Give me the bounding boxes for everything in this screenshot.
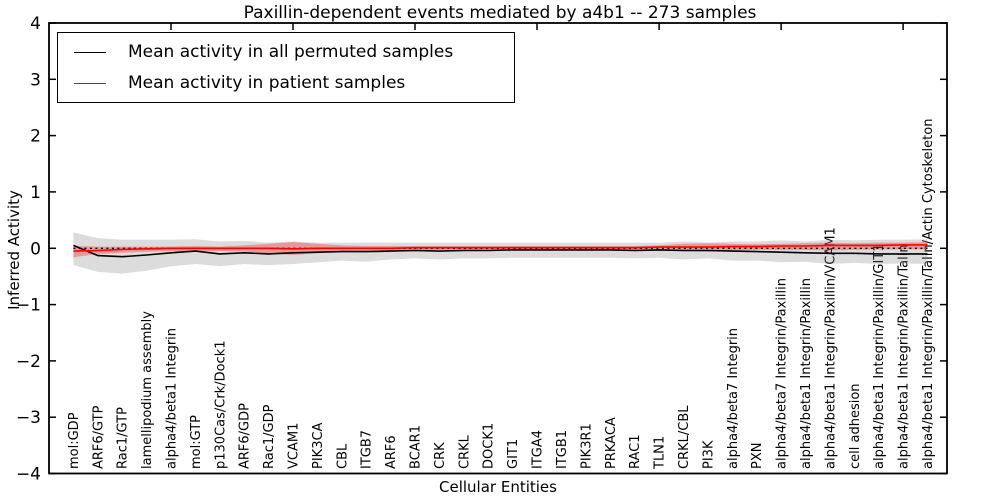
x-tick-label: VCAM1 bbox=[287, 423, 302, 469]
x-tick-labels: mol:GDP ARF6/GTP Rac1/GTP lamellipodium ass… bbox=[67, 119, 936, 470]
y-tick-label: 1 bbox=[30, 183, 41, 203]
black-line-sample-icon bbox=[74, 51, 106, 53]
x-tick-label: mol:GTP bbox=[189, 415, 204, 469]
x-tick-label: alpha4/beta1 Integrin/Paxillin/Talin bbox=[897, 244, 912, 469]
x-tick-label: CRKL bbox=[457, 434, 472, 469]
red-line-sample-icon bbox=[74, 82, 106, 84]
x-tick-label: DOCK1 bbox=[482, 423, 497, 469]
x-tick-label: BCAR1 bbox=[409, 425, 424, 469]
x-tick-label: PIK3R1 bbox=[579, 423, 594, 469]
x-tick-label: PI3K bbox=[701, 440, 716, 469]
legend-item-permuted: Mean activity in all permuted samples bbox=[70, 40, 508, 64]
x-tick-label: alpha4/beta1 Integrin/Paxillin/GIT1 bbox=[872, 243, 887, 469]
x-tick-label: cell adhesion bbox=[848, 383, 863, 469]
x-tick-label: PRKACA bbox=[604, 417, 619, 469]
chart-title: Paxillin-dependent events mediated by a4… bbox=[243, 3, 757, 23]
x-tick-label: ITGB1 bbox=[555, 430, 570, 469]
permuted-mean-line bbox=[73, 244, 928, 258]
x-tick-label: GIT1 bbox=[506, 439, 521, 469]
x-tick-label: TLN1 bbox=[653, 436, 668, 470]
permuted-confidence-band bbox=[73, 232, 928, 274]
x-tick-label: alpha4/beta7 Integrin/Paxillin bbox=[775, 278, 790, 469]
y-tick-label: 2 bbox=[30, 127, 41, 147]
x-tick-label: ARF6/GDP bbox=[238, 403, 253, 469]
x-tick-label: ITGB7 bbox=[360, 430, 375, 469]
x-tick-label: ITGA4 bbox=[531, 430, 546, 469]
x-tick-label: PXN bbox=[750, 443, 765, 469]
axis-tick-marks bbox=[49, 22, 947, 475]
x-tick-label: Rac1/GDP bbox=[262, 404, 277, 469]
x-tick-label: PIK3CA bbox=[311, 422, 326, 469]
x-tick-label: alpha4/beta1 Integrin/Paxillin/Talin/Act… bbox=[921, 119, 936, 469]
y-tick-label: 4 bbox=[30, 14, 41, 34]
legend-item-patient: Mean activity in patient samples bbox=[70, 71, 508, 95]
legend-label: Mean activity in patient samples bbox=[128, 73, 406, 93]
y-tick-label: −4 bbox=[16, 465, 41, 485]
y-tick-label: 0 bbox=[30, 239, 41, 259]
x-tick-label: ARF6 bbox=[384, 435, 399, 469]
x-tick-label: CRK bbox=[433, 442, 448, 469]
x-tick-label: Rac1/GTP bbox=[116, 407, 131, 469]
y-axis-label: Inferred Activity bbox=[5, 190, 23, 310]
legend-label: Mean activity in all permuted samples bbox=[128, 42, 454, 62]
y-tick-label: 3 bbox=[30, 70, 41, 90]
x-tick-label: alpha4/beta1 Integrin bbox=[165, 328, 180, 469]
x-axis-label: Cellular Entities bbox=[439, 478, 557, 496]
x-tick-label: lamellipodium assembly bbox=[140, 311, 155, 469]
y-tick-label: −2 bbox=[16, 352, 41, 372]
x-tick-label: CRKL/CBL bbox=[677, 405, 692, 469]
x-tick-label: alpha4/beta1 Integrin/Paxillin/VCAM1 bbox=[823, 227, 838, 469]
y-tick-label: −1 bbox=[16, 296, 41, 316]
y-tick-labels: 4 3 2 1 0 −1 −2 −3 −4 bbox=[16, 14, 41, 485]
x-tick-label: CBL bbox=[335, 443, 350, 469]
x-tick-label: mol:GDP bbox=[67, 412, 82, 469]
patient-mean-line bbox=[73, 244, 928, 252]
x-tick-label: ARF6/GTP bbox=[91, 405, 106, 469]
x-tick-label: alpha4/beta7 Integrin bbox=[726, 328, 741, 469]
legend: Mean activity in all permuted samples Me… bbox=[57, 32, 515, 103]
x-tick-label: p130Cas/Crk/Dock1 bbox=[213, 340, 228, 469]
x-tick-label: alpha4/beta1 Integrin/Paxillin bbox=[799, 278, 814, 469]
y-tick-label: −3 bbox=[16, 408, 41, 428]
x-tick-label: RAC1 bbox=[628, 434, 643, 469]
